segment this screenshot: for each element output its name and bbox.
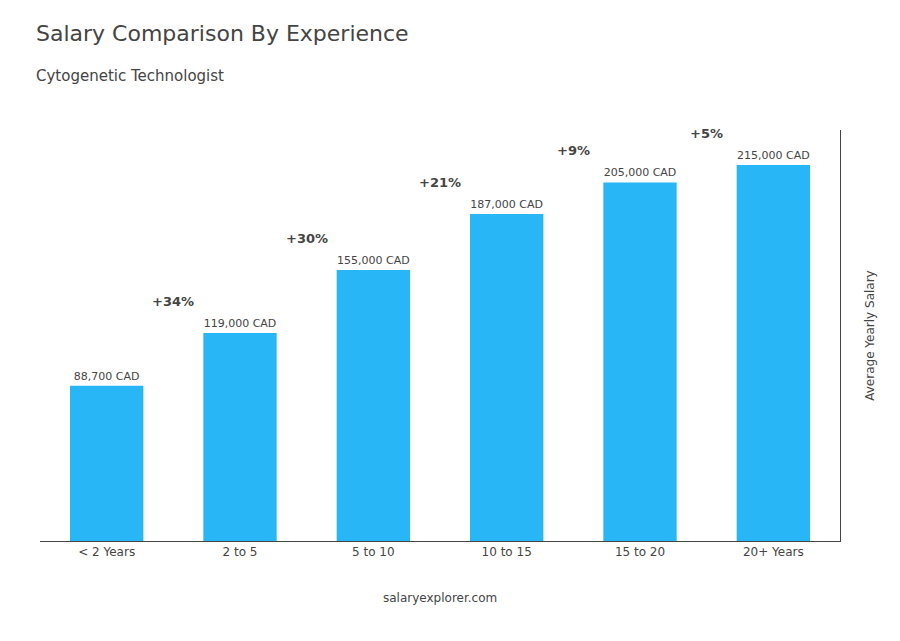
svg-text:Cytogenetic Technologist: Cytogenetic Technologist [36, 67, 224, 85]
svg-text:88,700 CAD: 88,700 CAD [74, 370, 140, 383]
svg-text:10 to 15: 10 to 15 [482, 545, 532, 559]
svg-text:5 to 10: 5 to 10 [352, 545, 395, 559]
svg-text:Salary Comparison By Experienc: Salary Comparison By Experience [36, 21, 409, 46]
svg-text:< 2 Years: < 2 Years [78, 545, 135, 559]
svg-text:2 to 5: 2 to 5 [223, 545, 258, 559]
svg-text:+9%: +9% [557, 143, 590, 158]
svg-text:20+ Years: 20+ Years [743, 545, 804, 559]
svg-text:215,000 CAD: 215,000 CAD [737, 149, 810, 162]
svg-text:+34%: +34% [152, 294, 194, 309]
svg-text:187,000 CAD: 187,000 CAD [470, 198, 543, 211]
svg-text:+5%: +5% [690, 126, 723, 141]
svg-text:+21%: +21% [419, 175, 461, 190]
svg-text:Average Yearly Salary: Average Yearly Salary [863, 270, 877, 400]
svg-text:119,000 CAD: 119,000 CAD [204, 317, 277, 330]
svg-text:155,000 CAD: 155,000 CAD [337, 254, 410, 267]
svg-text:salaryexplorer.com: salaryexplorer.com [383, 591, 497, 605]
svg-text:205,000 CAD: 205,000 CAD [604, 166, 677, 179]
svg-text:15 to 20: 15 to 20 [615, 545, 665, 559]
svg-text:+30%: +30% [286, 231, 328, 246]
